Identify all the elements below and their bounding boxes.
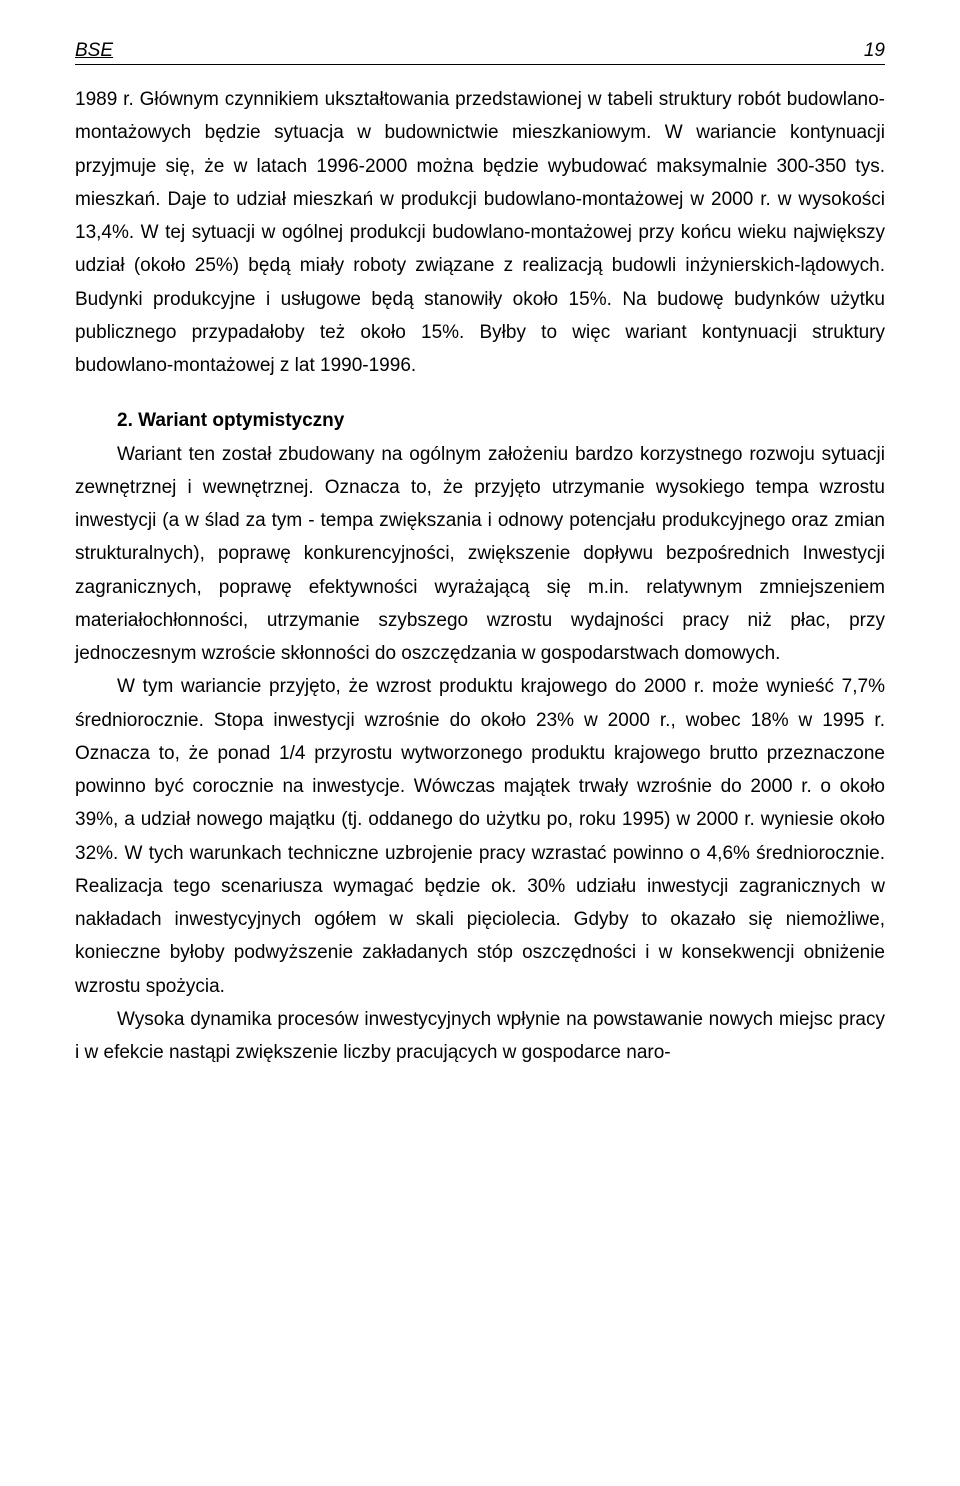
paragraph-1: 1989 r. Głównym czynnikiem ukształtowani… [75, 83, 885, 382]
document-body: 1989 r. Głównym czynnikiem ukształtowani… [75, 83, 885, 1069]
paragraph-2: Wariant ten został zbudowany na ogólnym … [75, 438, 885, 671]
page-header: BSE 19 [75, 40, 885, 65]
paragraph-4: Wysoka dynamika procesów inwestycyjnych … [75, 1003, 885, 1070]
header-left-label: BSE [75, 40, 113, 62]
page-number: 19 [864, 40, 885, 62]
section-heading: 2. Wariant optymistyczny [75, 404, 885, 437]
paragraph-3: W tym wariancie przyjęto, że wzrost prod… [75, 670, 885, 1003]
